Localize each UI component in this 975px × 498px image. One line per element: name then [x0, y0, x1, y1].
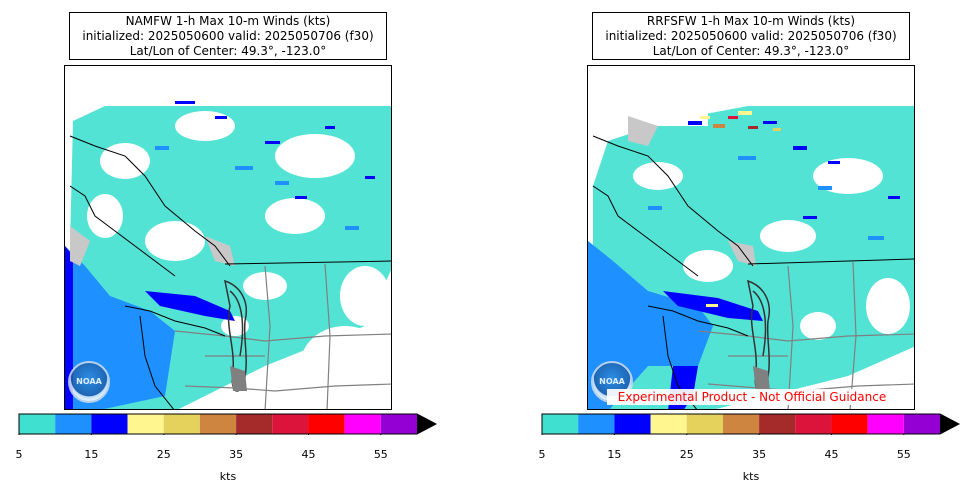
left-colorbar-bin — [55, 414, 92, 434]
left-coastline — [69, 135, 231, 409]
left-colorbar-bin — [127, 414, 164, 434]
left-strait-jet — [145, 291, 235, 321]
right-colorbar-bin — [614, 414, 651, 434]
left-map-title: NAMFW 1-h Max 10-m Winds (kts) initializ… — [69, 12, 387, 60]
right-calm-areas — [588, 66, 914, 340]
left-colorbar-bin — [236, 414, 273, 434]
left-colorbar-tick-label: 5 — [15, 448, 23, 461]
right-title-line-3: Lat/Lon of Center: 49.3°, -123.0° — [652, 44, 850, 58]
left-border-canada-us — [224, 260, 391, 265]
right-wind-map — [587, 65, 915, 410]
right-colorbar-extend-arrow — [940, 414, 959, 434]
left-title-line-3: Lat/Lon of Center: 49.3°, -123.0° — [129, 44, 327, 58]
right-colorbar-tick-label: 15 — [607, 448, 622, 461]
right-colorbar-bin — [795, 414, 832, 434]
left-colorbar-bin — [19, 414, 56, 434]
left-colorbar-bin — [163, 414, 200, 434]
left-title-line-2: initialized: 2025050600 valid: 202505070… — [82, 29, 374, 43]
left-blue-streaks — [175, 101, 375, 199]
left-colorbar-bin — [344, 414, 381, 434]
left-wind-map — [64, 65, 392, 410]
right-map-canvas — [588, 66, 914, 409]
right-colorbar-tick-label: 45 — [824, 448, 839, 461]
experimental-disclaimer: Experimental Product - Not Official Guid… — [607, 389, 897, 405]
left-colorbar-tick-label: 25 — [156, 448, 171, 461]
right-title-line-1: RRFSFW 1-h Max 10-m Winds (kts) — [646, 14, 856, 28]
right-border-canada-us — [747, 258, 914, 265]
left-colorbar-tick-label: 45 — [301, 448, 316, 461]
left-colorbar-unit: kts — [219, 470, 237, 483]
left-colorbar-outline — [18, 413, 438, 435]
left-colorbar-bin — [91, 414, 128, 434]
right-map-title: RRFSFW 1-h Max 10-m Winds (kts) initiali… — [592, 12, 910, 60]
right-colorbar-bin — [831, 414, 868, 434]
right-colorbar-bin — [686, 414, 723, 434]
left-colorbar-bin — [272, 414, 309, 434]
left-colorbar-bin — [308, 414, 345, 434]
right-colorbar-bin — [650, 414, 687, 434]
right-colorbar — [541, 413, 961, 435]
left-calm-areas — [65, 66, 391, 406]
left-terrain-gray — [230, 366, 247, 391]
right-strong-streaks — [688, 111, 900, 307]
left-colorbar-tick-label: 35 — [229, 448, 244, 461]
right-colorbar-tick-label: 55 — [896, 448, 911, 461]
left-coastal-jet — [65, 246, 73, 409]
right-colorbar-bin — [542, 414, 579, 434]
left-lightblue-patches — [155, 146, 359, 230]
left-colorbar-tick-label: 55 — [373, 448, 388, 461]
right-colorbar-bin — [578, 414, 615, 434]
left-colorbar-bin — [380, 414, 417, 434]
right-colorbar-bin — [903, 414, 940, 434]
right-colorbar-bin — [722, 414, 760, 434]
right-lightblue-patches — [648, 156, 884, 240]
left-colorbar-tick-label: 15 — [84, 448, 99, 461]
left-map-canvas — [65, 66, 391, 409]
right-colorbar-bin — [867, 414, 904, 434]
right-title-line-2: initialized: 2025050600 valid: 202505070… — [605, 29, 897, 43]
right-colorbar-tick-label: 5 — [538, 448, 546, 461]
right-terrain-gray — [753, 366, 770, 391]
left-colorbar — [18, 413, 438, 435]
left-noaa-logo-icon: NOAA — [68, 361, 110, 403]
right-colorbar-bin — [759, 414, 796, 434]
right-land-gray — [628, 116, 756, 266]
right-colorbar-outline — [541, 413, 961, 435]
left-title-line-1: NAMFW 1-h Max 10-m Winds (kts) — [125, 14, 331, 28]
right-colorbar-tick-label: 25 — [679, 448, 694, 461]
left-colorbar-bin — [199, 414, 237, 434]
right-colorbar-unit: kts — [742, 470, 760, 483]
left-county-lines — [174, 263, 391, 409]
right-colorbar-tick-label: 35 — [752, 448, 767, 461]
left-colorbar-extend-arrow — [417, 414, 436, 434]
